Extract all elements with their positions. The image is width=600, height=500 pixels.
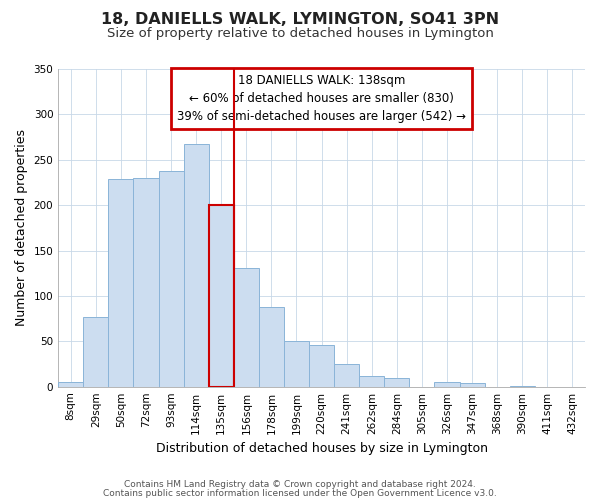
Text: Contains public sector information licensed under the Open Government Licence v3: Contains public sector information licen… (103, 488, 497, 498)
Text: 18 DANIELLS WALK: 138sqm
← 60% of detached houses are smaller (830)
39% of semi-: 18 DANIELLS WALK: 138sqm ← 60% of detach… (177, 74, 466, 123)
Bar (133, 178, 158, 386)
Y-axis label: Number of detached properties: Number of detached properties (15, 130, 28, 326)
Bar (284, 342, 309, 386)
Bar (385, 378, 409, 386)
Bar (158, 170, 184, 386)
Bar (184, 144, 209, 386)
Bar (334, 364, 359, 386)
Bar (83, 317, 109, 386)
Bar (460, 383, 485, 386)
X-axis label: Distribution of detached houses by size in Lymington: Distribution of detached houses by size … (155, 442, 488, 455)
Text: Size of property relative to detached houses in Lymington: Size of property relative to detached ho… (107, 28, 493, 40)
Bar (58, 382, 83, 386)
Text: Contains HM Land Registry data © Crown copyright and database right 2024.: Contains HM Land Registry data © Crown c… (124, 480, 476, 489)
Bar (109, 179, 133, 386)
Bar (209, 205, 234, 386)
Bar (234, 268, 259, 386)
Text: 18, DANIELLS WALK, LYMINGTON, SO41 3PN: 18, DANIELLS WALK, LYMINGTON, SO41 3PN (101, 12, 499, 28)
Bar (359, 376, 385, 386)
Bar (259, 307, 284, 386)
Bar (434, 382, 460, 386)
Bar (309, 345, 334, 387)
